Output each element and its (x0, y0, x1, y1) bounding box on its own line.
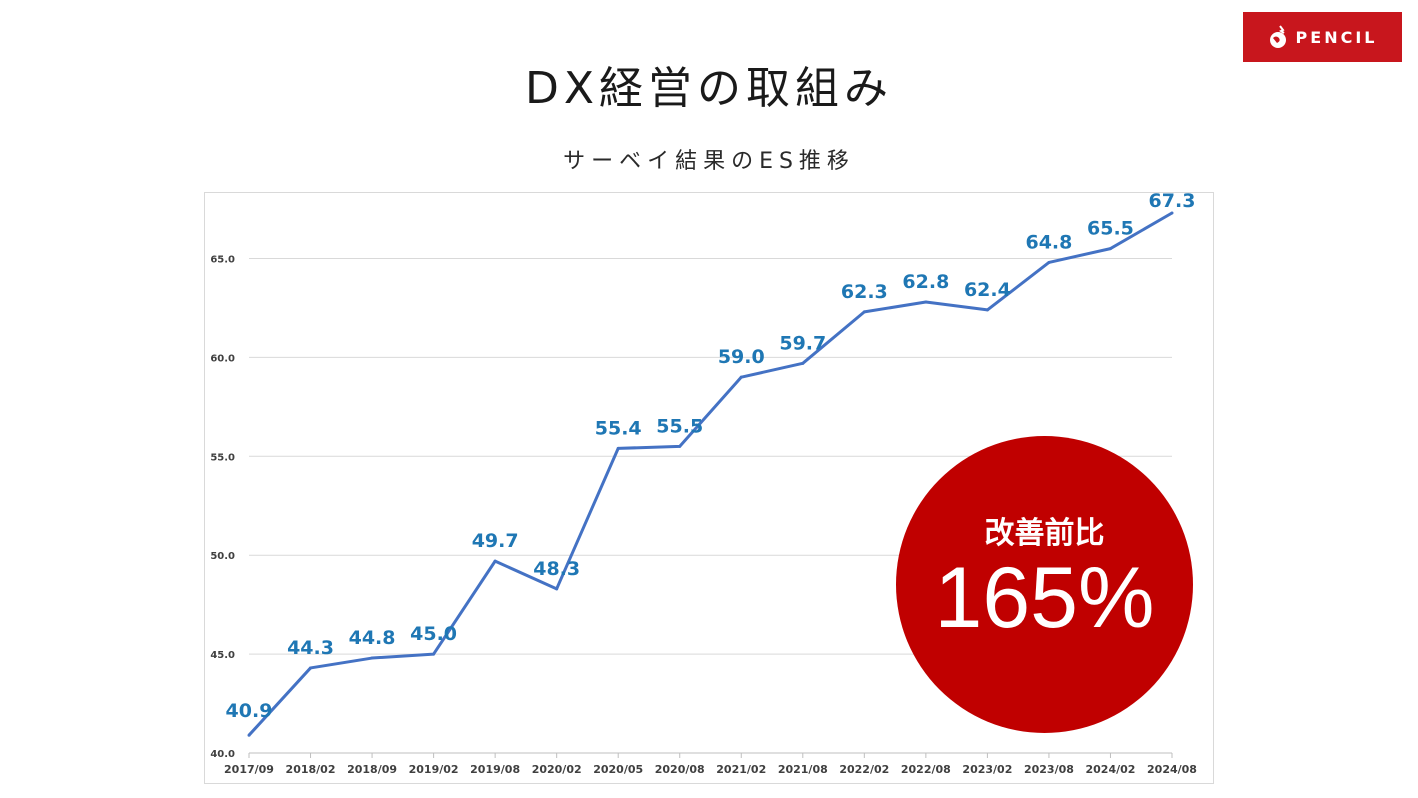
data-point (555, 587, 559, 591)
x-tick-label: 2022/02 (839, 763, 889, 776)
data-point (862, 310, 866, 314)
data-label: 44.8 (349, 627, 396, 649)
x-tick-label: 2018/02 (286, 763, 336, 776)
data-label: 62.3 (841, 281, 888, 303)
x-tick-label: 2024/08 (1147, 763, 1197, 776)
data-label: 48.3 (533, 558, 580, 580)
x-tick-label: 2023/02 (962, 763, 1012, 776)
data-point (309, 666, 313, 670)
x-tick-label: 2021/08 (778, 763, 828, 776)
data-labels: 40.9 44.3 44.8 45.0 49.7 48.3 55.4 55.5 59.0 59.7… (226, 193, 1196, 722)
data-point (739, 375, 743, 379)
x-tick-label: 2020/08 (655, 763, 705, 776)
x-tick-labels: 2017/09 2018/02 2018/09 2019/02 2019/08 2020/… (224, 763, 1197, 776)
logo-text: PENCIL (1295, 27, 1378, 47)
data-label: 59.7 (779, 332, 826, 354)
es-line-chart: 40.045.050.055.060.065.0 2017/09 2018/02 2… (210, 193, 1197, 776)
data-label: 65.5 (1087, 218, 1134, 240)
data-point (1047, 260, 1051, 264)
pencil-logo: PENCIL (1243, 12, 1402, 62)
data-point (616, 446, 620, 450)
data-label: 55.4 (595, 417, 642, 439)
badge-label: 改善前比 (984, 516, 1105, 551)
data-label: 40.9 (226, 700, 273, 722)
es-series-line (247, 211, 1173, 737)
y-tick-label: 50.0 (210, 551, 235, 562)
x-tick-label: 2022/08 (901, 763, 951, 776)
badge-value: 165% (934, 550, 1155, 646)
data-label: 55.5 (656, 415, 703, 437)
data-point (678, 444, 682, 448)
data-point (432, 652, 436, 656)
data-label: 67.3 (1149, 193, 1196, 212)
page-subtitle: サーベイ結果のES推移 (563, 149, 855, 174)
improvement-badge: 改善前比 165% (896, 436, 1193, 733)
x-tick-label: 2021/02 (716, 763, 766, 776)
data-label: 44.3 (287, 637, 334, 659)
page-title: DX経営の取組み (524, 63, 894, 114)
y-tick-label: 65.0 (210, 254, 235, 265)
x-tick-label: 2017/09 (224, 763, 274, 776)
data-point (1170, 211, 1174, 215)
x-tick-label: 2020/05 (593, 763, 643, 776)
series-line (247, 211, 1174, 737)
data-point (247, 733, 251, 737)
x-tick-label: 2020/02 (532, 763, 582, 776)
x-tick-label: 2018/09 (347, 763, 397, 776)
data-label: 62.4 (964, 279, 1011, 301)
data-label: 45.0 (410, 623, 457, 645)
y-tick-label: 45.0 (210, 650, 235, 661)
data-point (1108, 247, 1112, 251)
data-point (801, 361, 805, 365)
y-tick-label: 60.0 (210, 353, 235, 364)
data-label: 62.8 (902, 271, 949, 293)
x-tick-label: 2023/08 (1024, 763, 1074, 776)
globe-logo-icon (1269, 25, 1286, 48)
x-tick-label: 2019/08 (470, 763, 520, 776)
x-tick-label: 2019/02 (409, 763, 459, 776)
data-point (924, 300, 928, 304)
y-tick-label: 40.0 (210, 749, 235, 760)
data-point (985, 308, 989, 312)
data-point (370, 656, 374, 660)
data-point (493, 559, 497, 563)
y-tick-label: 55.0 (210, 452, 235, 463)
y-tick-labels: 40.0 45.0 50.0 55.0 60.0 65.0 (210, 254, 235, 760)
data-label: 59.0 (718, 346, 765, 368)
data-label: 49.7 (472, 530, 519, 552)
data-label: 64.8 (1025, 231, 1072, 253)
x-tick-label: 2024/02 (1085, 763, 1135, 776)
